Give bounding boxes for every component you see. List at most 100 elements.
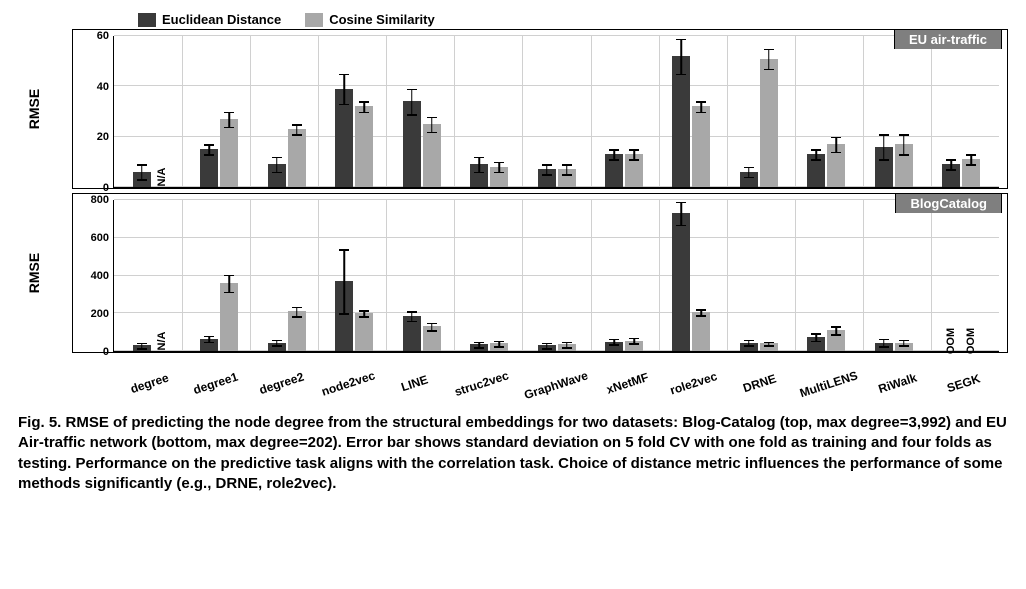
error-bar: [681, 39, 683, 74]
bar-cosine: [692, 106, 710, 187]
bar-slot-series2: [625, 200, 643, 351]
x-tick-label: degree2: [251, 357, 321, 398]
y-tick-label: 60: [97, 30, 109, 42]
error-cap-bottom: [204, 342, 214, 344]
error-cap-bottom: [609, 159, 619, 161]
bar-group: [185, 200, 252, 351]
bar-euclidean: [875, 147, 893, 187]
bar-group: [253, 200, 320, 351]
error-cap-bottom: [407, 321, 417, 323]
x-tick-label: SEGK: [933, 357, 1003, 398]
bar-euclidean: [403, 316, 421, 351]
chart-panel: BlogCatalogRMSE0200400600800N/AOOMOOM: [18, 193, 1008, 353]
bar-group: [455, 200, 522, 351]
error-cap-top: [696, 309, 706, 311]
bar-group: N/A: [118, 36, 185, 187]
error-cap-top: [407, 311, 417, 313]
y-tick-label: 200: [91, 308, 109, 320]
bar-slot-series1: [133, 200, 151, 351]
bar-euclidean: [403, 101, 421, 187]
error-cap-top: [137, 343, 147, 345]
error-bar: [816, 149, 818, 159]
error-cap-top: [359, 310, 369, 312]
x-tick-label: RiWalk: [867, 357, 937, 398]
bar-group: [928, 36, 995, 187]
bar-cosine: [760, 59, 778, 187]
error-bar: [701, 101, 703, 111]
error-cap-top: [562, 342, 572, 344]
bar-slot-series1: [875, 200, 893, 351]
error-cap-bottom: [879, 159, 889, 161]
bar-slot-series2: N/A: [153, 36, 171, 187]
bar-slot-series1: [538, 200, 556, 351]
error-cap-top: [609, 149, 619, 151]
error-cap-bottom: [137, 348, 147, 350]
bar-cosine: [895, 144, 913, 187]
error-cap-bottom: [831, 334, 841, 336]
bar-cosine: [558, 169, 576, 187]
error-cap-bottom: [474, 347, 484, 349]
error-cap-top: [407, 89, 417, 91]
error-bar: [498, 162, 500, 172]
error-cap-bottom: [966, 164, 976, 166]
bar-euclidean: [740, 343, 758, 351]
error-cap-top: [629, 338, 639, 340]
bar-group: [860, 36, 927, 187]
error-cap-top: [764, 342, 774, 344]
bar-group: [388, 36, 455, 187]
x-tick-label: LINE: [385, 357, 455, 398]
bar-euclidean: [942, 164, 960, 187]
error-cap-bottom: [272, 345, 282, 347]
bar-slot-series1: [875, 36, 893, 187]
bar-slot-series2: [895, 36, 913, 187]
panel-title-badge: BlogCatalog: [895, 193, 1002, 213]
bar-slot-series1: [133, 36, 151, 187]
error-cap-bottom: [224, 292, 234, 294]
error-cap-top: [224, 112, 234, 114]
x-tick-label: xNetMF: [597, 357, 667, 398]
na-label: N/A: [156, 332, 168, 351]
error-cap-bottom: [764, 69, 774, 71]
error-bar: [836, 137, 838, 152]
bar-cosine: [895, 343, 913, 351]
error-bar: [768, 49, 770, 69]
bar-cosine: [760, 343, 778, 351]
error-cap-bottom: [339, 313, 349, 315]
bar-euclidean: [538, 169, 556, 187]
bar-slot-series1: [740, 200, 758, 351]
bar-euclidean: [605, 342, 623, 351]
bar-euclidean: [605, 154, 623, 187]
bar-slot-series1: [605, 200, 623, 351]
error-cap-top: [744, 167, 754, 169]
error-cap-top: [137, 164, 147, 166]
bar-euclidean: [335, 281, 353, 351]
bar-area: N/AOOMOOM: [114, 200, 999, 351]
error-cap-bottom: [831, 152, 841, 154]
bar-group: N/A: [118, 200, 185, 351]
error-cap-bottom: [744, 345, 754, 347]
error-bar: [141, 164, 143, 179]
bar-slot-series2: [288, 200, 306, 351]
bar-euclidean: [807, 337, 825, 351]
error-cap-bottom: [744, 177, 754, 179]
error-bar: [431, 117, 433, 132]
bar-slot-series2: [490, 200, 508, 351]
error-bar: [566, 164, 568, 174]
error-cap-bottom: [204, 154, 214, 156]
error-cap-top: [204, 144, 214, 146]
y-tick-label: 600: [91, 232, 109, 244]
bar-euclidean: [672, 213, 690, 351]
y-axis-label: RMSE: [26, 253, 42, 293]
error-cap-bottom: [562, 347, 572, 349]
bar-group: [455, 36, 522, 187]
bar-euclidean: [268, 343, 286, 351]
bar-slot-series1: [942, 36, 960, 187]
bar-group: [320, 36, 387, 187]
legend-label-euclidean: Euclidean Distance: [162, 12, 281, 27]
y-axis: 0204060: [73, 36, 113, 188]
bar-group: [523, 36, 590, 187]
figure: Euclidean Distance Cosine Similarity EU …: [18, 12, 1008, 494]
error-cap-bottom: [879, 346, 889, 348]
error-cap-top: [562, 164, 572, 166]
error-cap-bottom: [946, 169, 956, 171]
